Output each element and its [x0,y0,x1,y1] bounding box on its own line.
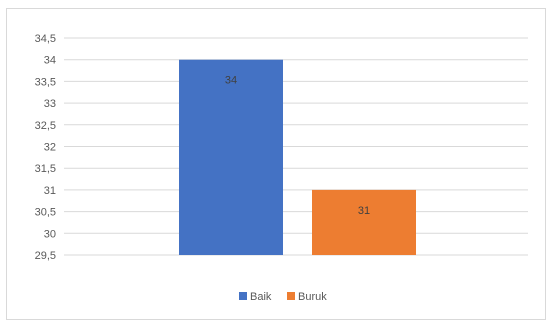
y-tick-label: 30,5 [35,207,56,219]
legend-swatch-baik [239,292,247,300]
gridlines [64,37,528,256]
bars [179,59,416,256]
legend-swatch-buruk [287,292,295,300]
bar-buruk [312,189,416,255]
y-tick-label: 33 [44,98,56,110]
y-tick-label: 32 [44,142,56,154]
bar-baik [179,59,283,256]
y-axis-tick-labels: 29,5 30 30,5 31 31,5 32 32,5 33 33,5 34 34,5 [35,33,56,262]
data-label-baik: 34 [225,75,237,87]
y-tick-label: 29,5 [35,250,56,262]
y-tick-label: 30 [44,228,56,240]
legend-label-buruk: Buruk [298,291,327,303]
legend: Baik Buruk [239,291,327,303]
legend-label-baik: Baik [250,291,272,303]
data-label-buruk: 31 [358,205,370,217]
y-tick-label: 33,5 [35,76,56,88]
y-tick-label: 31 [44,185,56,197]
y-tick-label: 34,5 [35,33,56,45]
y-tick-label: 32,5 [35,120,56,132]
y-tick-label: 31,5 [35,163,56,175]
y-tick-label: 34 [44,55,56,67]
data-labels: 34 31 [225,75,370,217]
